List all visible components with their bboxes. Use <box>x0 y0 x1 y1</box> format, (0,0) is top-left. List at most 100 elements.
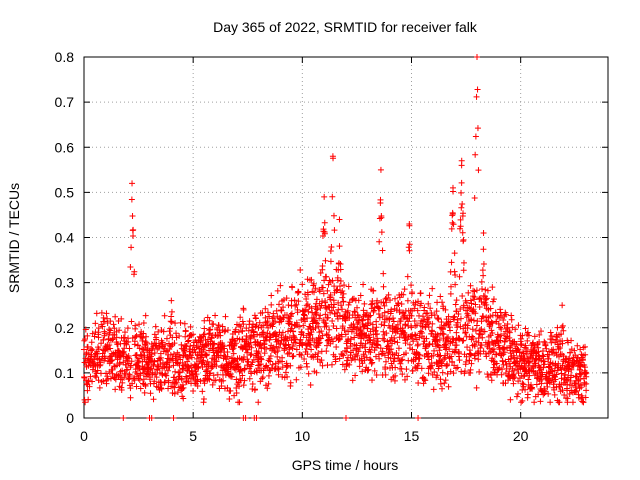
data-point <box>262 382 269 389</box>
data-point <box>356 363 363 370</box>
data-point <box>437 293 444 300</box>
data-point <box>572 388 579 395</box>
data-point <box>493 360 500 367</box>
data-point <box>423 350 430 357</box>
data-point <box>402 322 409 329</box>
data-point <box>336 355 343 362</box>
data-point <box>128 244 135 251</box>
data-point <box>458 204 465 211</box>
data-point <box>361 300 368 307</box>
data-point <box>263 346 270 353</box>
data-point <box>340 298 347 305</box>
data-point <box>257 361 264 368</box>
data-point <box>377 345 384 352</box>
data-point <box>232 326 239 333</box>
data-point <box>455 310 462 317</box>
data-point <box>118 386 125 393</box>
data-point <box>497 332 504 339</box>
data-point <box>560 327 567 334</box>
data-point <box>332 358 339 365</box>
data-point <box>300 311 307 318</box>
data-point <box>429 320 436 327</box>
data-point <box>371 367 378 374</box>
data-point <box>347 335 354 342</box>
data-point <box>330 304 337 311</box>
data-point <box>418 300 425 307</box>
data-point <box>314 356 321 363</box>
data-point <box>450 370 457 377</box>
data-point <box>143 333 150 340</box>
data-point <box>388 306 395 313</box>
data-point <box>285 341 292 348</box>
data-point <box>568 337 575 344</box>
data-point <box>437 380 444 387</box>
data-point <box>339 323 346 330</box>
data-point <box>559 302 566 309</box>
data-point <box>425 319 432 326</box>
data-point <box>539 352 546 359</box>
data-point <box>221 328 228 335</box>
data-point <box>419 313 426 320</box>
y-tick-label: 0.2 <box>55 320 75 336</box>
data-point <box>357 292 364 299</box>
data-point <box>185 355 192 362</box>
data-point <box>400 309 407 316</box>
data-point <box>268 365 275 372</box>
data-point <box>410 338 417 345</box>
data-point <box>415 415 422 421</box>
data-point <box>187 342 194 349</box>
data-point <box>339 294 346 301</box>
data-point <box>524 337 531 344</box>
data-point <box>213 358 220 365</box>
data-point <box>259 374 266 381</box>
data-point <box>483 353 490 360</box>
data-point <box>153 336 160 343</box>
data-point <box>273 333 280 340</box>
data-point <box>429 328 436 335</box>
data-point <box>260 322 267 329</box>
data-point <box>480 313 487 320</box>
data-point <box>334 277 341 284</box>
data-point <box>265 372 272 379</box>
data-point <box>334 313 341 320</box>
data-point <box>462 368 469 375</box>
data-point <box>464 325 471 332</box>
data-point <box>159 371 166 378</box>
data-point <box>335 332 342 339</box>
data-point <box>87 347 94 354</box>
data-point <box>248 324 255 331</box>
data-point <box>406 247 413 254</box>
data-point <box>551 391 558 398</box>
data-point <box>310 280 317 287</box>
data-point <box>326 326 333 333</box>
data-point <box>540 364 547 371</box>
data-point <box>522 386 529 393</box>
data-point <box>98 340 105 347</box>
data-point <box>383 299 390 306</box>
data-point <box>97 361 104 368</box>
data-point <box>274 353 281 360</box>
data-point <box>293 301 300 308</box>
data-point <box>133 332 140 339</box>
data-point <box>535 391 542 398</box>
data-point <box>401 286 408 293</box>
data-point <box>360 281 367 288</box>
data-point <box>127 263 134 270</box>
data-point <box>408 282 415 289</box>
data-points <box>80 54 590 421</box>
data-point <box>269 361 276 368</box>
data-point <box>210 372 217 379</box>
data-point <box>336 243 343 250</box>
data-point <box>322 257 329 264</box>
data-point <box>95 377 102 384</box>
data-point <box>448 353 455 360</box>
data-point <box>158 385 165 392</box>
data-point <box>222 313 229 320</box>
data-point <box>456 357 463 364</box>
data-point <box>337 261 344 268</box>
data-point <box>471 343 478 350</box>
data-point <box>391 335 398 342</box>
data-point <box>367 356 374 363</box>
data-point <box>445 333 452 340</box>
data-point <box>404 273 411 280</box>
